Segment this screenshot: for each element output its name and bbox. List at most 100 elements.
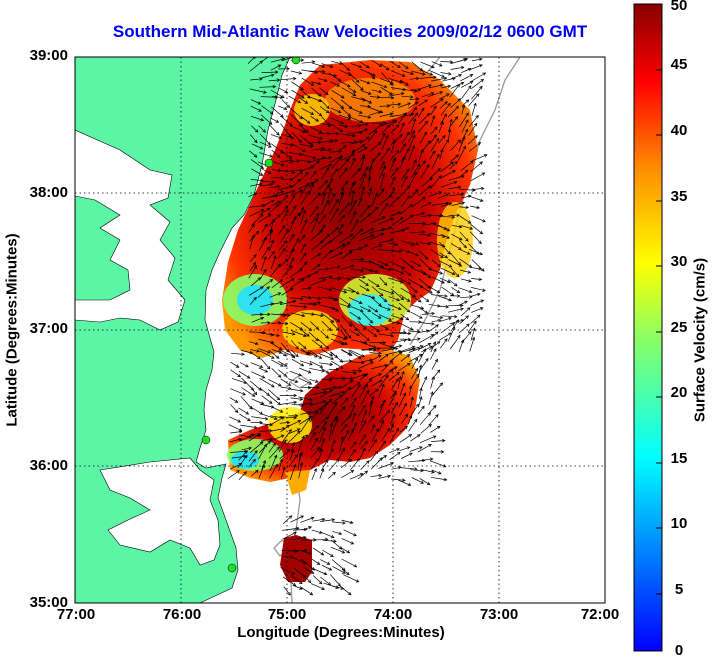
velocity-vector — [319, 87, 329, 95]
velocity-arrowhead — [414, 101, 419, 105]
velocity-arrowhead — [469, 160, 474, 165]
velocity-vector — [340, 99, 353, 109]
velocity-vector — [471, 103, 477, 117]
velocity-vector — [409, 77, 419, 80]
velocity-arrowhead — [308, 286, 312, 290]
velocity-arrowhead — [259, 364, 264, 369]
velocity-arrowhead — [242, 392, 247, 396]
velocity-vector — [248, 286, 264, 296]
velocity-arrowhead — [404, 175, 408, 180]
velocity-arrowhead — [310, 570, 315, 574]
velocity-vector — [280, 149, 292, 159]
velocity-vector — [258, 367, 268, 373]
x-tick-label: 75:00 — [267, 606, 307, 623]
velocity-arrowhead — [307, 351, 311, 355]
velocity-vector — [468, 93, 480, 107]
velocity-vector — [277, 248, 286, 259]
velocity-arrowhead — [335, 585, 340, 589]
velocity-arrowhead — [367, 308, 372, 312]
velocity-arrowhead — [340, 436, 345, 440]
velocity-arrowhead — [235, 364, 240, 368]
velocity-arrowhead — [255, 230, 260, 235]
velocity-vector — [371, 216, 386, 223]
velocity-arrowhead — [263, 256, 267, 260]
velocity-vector — [312, 575, 323, 585]
velocity-arrowhead — [356, 333, 361, 337]
velocity-vector — [300, 190, 310, 205]
velocity-arrowhead — [327, 123, 332, 127]
velocity-vector — [368, 228, 385, 234]
velocity-vector — [330, 168, 339, 178]
velocity-vector — [389, 113, 407, 117]
velocity-vector — [261, 395, 273, 404]
velocity-vector — [338, 69, 352, 76]
colorbar-ticks — [656, 69, 662, 595]
velocity-vector — [378, 288, 394, 295]
velocity-arrowhead — [330, 448, 334, 452]
velocity-vector — [310, 447, 320, 459]
velocity-vector — [459, 258, 472, 268]
velocity-vector — [328, 472, 336, 479]
velocity-arrowhead — [309, 362, 313, 366]
velocity-vector — [421, 177, 433, 187]
velocity-arrowhead — [352, 89, 357, 93]
velocity-vector — [428, 191, 442, 197]
velocity-arrowhead — [339, 365, 344, 369]
velocity-arrowhead — [326, 233, 331, 238]
velocity-arrowhead — [318, 129, 323, 134]
velocity-vector — [298, 97, 308, 104]
velocity-vector — [431, 469, 442, 475]
velocity-arrowhead — [304, 434, 309, 439]
velocity-vector — [368, 415, 375, 424]
velocity-arrowhead — [266, 286, 270, 290]
velocity-vector — [339, 133, 356, 137]
velocity-vector — [451, 224, 462, 228]
velocity-vector — [351, 79, 364, 91]
velocity-arrowhead — [405, 226, 410, 231]
velocity-vector — [430, 426, 441, 433]
velocity-arrowhead — [357, 355, 362, 359]
velocity-arrowhead — [308, 416, 313, 420]
velocity-arrowhead — [257, 433, 261, 437]
velocity-arrowhead — [465, 119, 469, 124]
velocity-arrowhead — [395, 124, 400, 129]
velocity-vector — [418, 160, 426, 170]
velocity-arrowhead — [254, 129, 259, 133]
velocity-arrowhead — [329, 177, 334, 182]
velocity-arrowhead — [385, 326, 389, 330]
velocity-vector — [429, 150, 436, 160]
grid — [75, 57, 605, 603]
velocity-arrowhead — [419, 446, 423, 450]
velocity-arrowhead — [299, 189, 304, 193]
velocity-arrowhead — [335, 458, 340, 463]
velocity-vector — [340, 106, 351, 117]
velocity-arrowhead — [328, 567, 333, 571]
velocity-arrowhead — [259, 172, 264, 176]
velocity-arrowhead — [467, 194, 472, 199]
velocity-vector — [248, 224, 255, 233]
velocity-vector — [347, 428, 354, 441]
velocity-vector — [288, 350, 295, 359]
velocity-arrowhead — [371, 158, 375, 163]
velocity-arrowhead — [292, 463, 297, 468]
velocity-arrowhead — [385, 134, 389, 139]
velocity-vector — [268, 443, 276, 453]
y-tick-label: 39:00 — [29, 47, 68, 64]
velocity-arrowhead — [302, 148, 307, 152]
velocity-arrowhead — [410, 242, 415, 247]
velocity-arrowhead — [441, 280, 445, 284]
velocity-vector — [438, 121, 444, 133]
velocity-vector — [379, 78, 394, 84]
velocity-vector — [341, 141, 357, 144]
velocity-arrowhead — [279, 279, 283, 283]
velocity-vector — [288, 234, 295, 243]
velocity-vector — [330, 97, 344, 109]
velocity-arrowhead — [328, 287, 333, 292]
velocity-vector — [361, 378, 372, 390]
velocity-vector — [339, 297, 351, 306]
velocity-arrowhead — [288, 429, 292, 433]
velocity-arrowhead — [325, 335, 329, 339]
velocity-vector — [381, 428, 390, 442]
velocity-arrowhead — [329, 64, 334, 68]
velocity-arrowhead — [419, 315, 423, 319]
